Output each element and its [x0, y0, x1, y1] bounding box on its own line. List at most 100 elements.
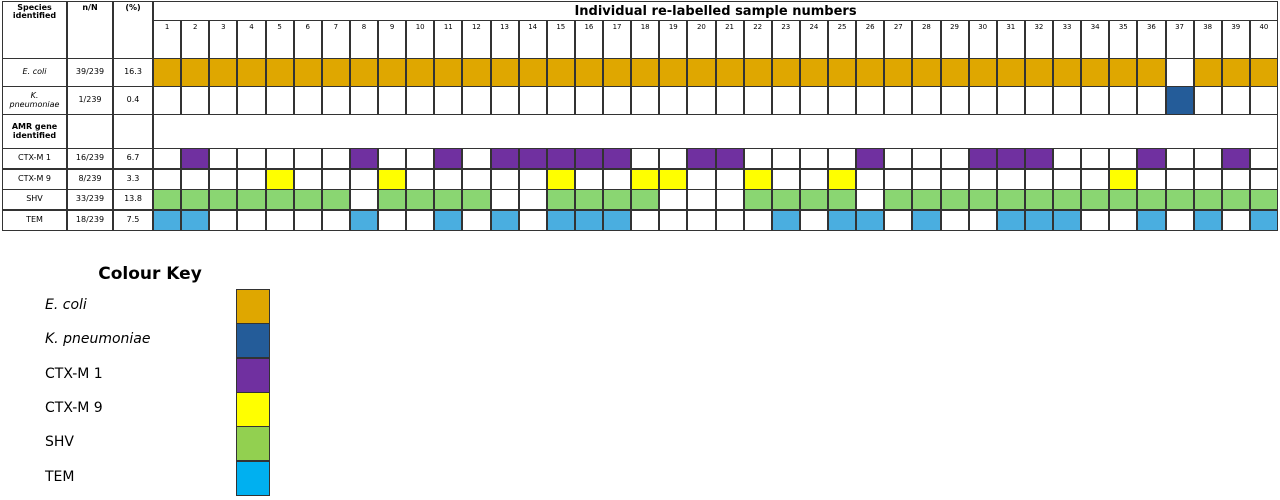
sample-cell: [209, 148, 238, 169]
section-label: AMR gene identified: [2, 114, 67, 149]
row-percent: 13.8: [113, 189, 153, 210]
sample-cell: [968, 58, 997, 87]
sample-cell: [996, 148, 1025, 169]
row-count: 18/239: [67, 209, 113, 231]
sample-cell: [574, 189, 603, 210]
sample-cell: [996, 58, 1025, 87]
row-count: 16/239: [67, 148, 113, 169]
sample-cell: [1137, 189, 1166, 210]
sample-cell: [1137, 209, 1166, 231]
sample-cell: [321, 86, 350, 115]
sample-cell: [1109, 58, 1138, 87]
key-swatch: [236, 460, 270, 496]
sample-number: 24: [799, 20, 828, 59]
sample-cell: [996, 168, 1025, 190]
sample-cell: [209, 209, 238, 231]
sample-cell: [518, 168, 547, 190]
row-count: 8/239: [67, 168, 113, 190]
sample-cell: [490, 189, 519, 210]
sample-cell: [546, 148, 575, 169]
sample-cell: [799, 209, 828, 231]
key-label: K. pneumoniae: [45, 331, 151, 348]
sample-cell: [265, 86, 294, 115]
key-swatch: [236, 391, 270, 427]
sample-cell: [828, 58, 857, 87]
sample-number: 1: [153, 20, 182, 59]
sample-cell: [209, 189, 238, 210]
sample-cell: [406, 148, 435, 169]
sample-cell: [912, 209, 941, 231]
sample-cell: [715, 168, 744, 190]
sample-cell: [546, 86, 575, 115]
sample-cell: [1137, 86, 1166, 115]
sample-cell: [1081, 168, 1110, 190]
sample-cell: [1024, 86, 1053, 115]
sample-cell: [434, 189, 463, 210]
sample-cell: [912, 189, 941, 210]
sample-cell: [968, 86, 997, 115]
sample-cell: [1165, 86, 1194, 115]
sample-cell: [378, 58, 407, 87]
sample-cell: [237, 148, 266, 169]
sample-cell: [1081, 148, 1110, 169]
sample-cell: [1081, 189, 1110, 210]
sample-number: 15: [546, 20, 575, 59]
sample-cell: [828, 168, 857, 190]
sample-cell: [743, 58, 772, 87]
sample-cell: [1165, 209, 1194, 231]
key-title: Colour Key: [98, 264, 202, 284]
row-label: TEM: [2, 209, 67, 231]
column-header: Species identified: [2, 1, 67, 59]
sample-cell: [968, 209, 997, 231]
sample-cell: [490, 58, 519, 87]
sample-cell: [434, 86, 463, 115]
sample-cell: [462, 148, 491, 169]
sample-cell: [996, 209, 1025, 231]
sample-cell: [687, 148, 716, 169]
sample-cell: [884, 86, 913, 115]
sample-cell: [1053, 58, 1082, 87]
sample-number: 20: [687, 20, 716, 59]
sample-cell: [1053, 86, 1082, 115]
sample-cell: [406, 209, 435, 231]
sample-cell: [631, 58, 660, 87]
sample-cell: [181, 168, 210, 190]
sample-cell: [574, 86, 603, 115]
sample-cell: [181, 209, 210, 231]
sample-cell: [799, 58, 828, 87]
sample-cell: [1024, 148, 1053, 169]
sample-cell: [406, 58, 435, 87]
sample-number: 5: [265, 20, 294, 59]
sample-cell: [321, 58, 350, 87]
row-label: SHV: [2, 189, 67, 210]
sample-cell: [603, 189, 632, 210]
sample-cell: [321, 189, 350, 210]
sample-cell: [1221, 58, 1250, 87]
sample-cell: [406, 189, 435, 210]
sample-cell: [856, 209, 885, 231]
sample-cell: [743, 209, 772, 231]
sample-cell: [912, 86, 941, 115]
sample-cell: [1053, 189, 1082, 210]
sample-cell: [743, 148, 772, 169]
sample-cell: [659, 189, 688, 210]
sample-cell: [659, 58, 688, 87]
sample-number: 32: [1024, 20, 1053, 59]
sample-cell: [293, 58, 322, 87]
sample-number: 2: [181, 20, 210, 59]
sample-cell: [546, 58, 575, 87]
sample-cell: [940, 189, 969, 210]
sample-cell: [406, 168, 435, 190]
sample-cell: [1137, 58, 1166, 87]
sample-number: 4: [237, 20, 266, 59]
sample-cell: [434, 58, 463, 87]
sample-cell: [799, 148, 828, 169]
sample-cell: [856, 86, 885, 115]
sample-cell: [181, 148, 210, 169]
sample-cell: [518, 58, 547, 87]
row-count: 1/239: [67, 86, 113, 115]
sample-cell: [462, 189, 491, 210]
sample-number: 9: [378, 20, 407, 59]
sample-cell: [771, 209, 800, 231]
sample-cell: [1221, 168, 1250, 190]
